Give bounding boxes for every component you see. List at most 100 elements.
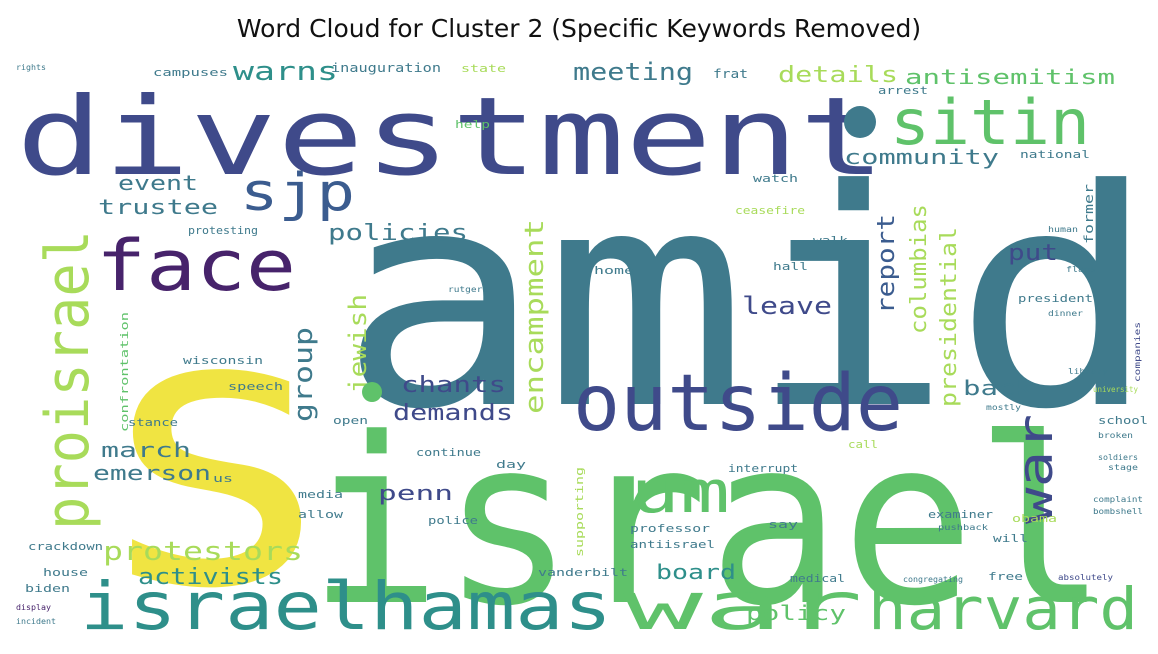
word-proisrael: proisrael (33, 230, 103, 530)
word-open: open (333, 414, 368, 427)
word-um: um (630, 458, 730, 526)
word-ceasefire: ceasefire (735, 204, 805, 217)
word-cloud: amid s israel divestment sitin outside i… (8, 52, 1150, 644)
word-amid: amid (338, 126, 1150, 475)
word-stance: stance (128, 416, 178, 429)
word-protestors: protestors (103, 537, 303, 567)
word-university: companies (1133, 322, 1142, 382)
word-human: human (1048, 225, 1078, 234)
word-free: free (988, 570, 1023, 583)
word-chants: chants (401, 373, 506, 398)
word-congregating: congregating (903, 575, 963, 584)
word-war-vertical: war (1008, 414, 1064, 524)
word-war-bottom: war (623, 568, 863, 644)
word-mostly: mostly (986, 403, 1021, 412)
word-emerson: emerson (93, 461, 211, 485)
word-home: home (594, 264, 634, 277)
word-walk: walk (813, 234, 848, 247)
word-help: help (455, 118, 490, 131)
word-policy: policy (746, 601, 846, 625)
word-antiisrael: antiisrael (630, 538, 715, 551)
word-absolutely: absolutely (1058, 573, 1113, 582)
word-president: president (1018, 292, 1093, 305)
word-community: community (844, 145, 999, 169)
word-companies: complaint (1093, 495, 1143, 504)
word-obama: obama (1012, 512, 1057, 525)
word-interrupt: interrupt (728, 462, 798, 475)
word-demands: demands (393, 401, 513, 426)
word-police: police (428, 514, 478, 527)
word-policies: policies (328, 221, 468, 246)
word-jewish: jewish (344, 294, 372, 394)
word-stage: stage (1108, 463, 1138, 472)
word-broken: broken (1098, 431, 1133, 440)
word-examiner: examiner (928, 508, 993, 521)
word-activists: activists (138, 565, 283, 590)
word-group: group (289, 327, 319, 422)
word-speech: speech (228, 380, 283, 393)
word-continue: continue (416, 446, 481, 459)
word-supporting: supporting (573, 467, 586, 557)
word-school: school (1098, 414, 1148, 427)
word-media: media (298, 488, 343, 501)
word-details: details (778, 63, 898, 88)
chart-title: Word Cloud for Cluster 2 (Specific Keywo… (236, 14, 922, 43)
word-soldiers: soldiers (1098, 453, 1138, 462)
word-report: report (872, 214, 900, 314)
dot-israel (362, 382, 382, 402)
word-crackdown: crackdown (28, 540, 103, 553)
word-put: put (1008, 241, 1058, 266)
word-former: former (1082, 184, 1096, 244)
word-cloud-canvas: amid s israel divestment sitin outside i… (16, 57, 1150, 644)
word-meeting: meeting (573, 58, 693, 86)
word-library: library (1068, 367, 1108, 376)
word-biden: biden (25, 582, 70, 595)
word-israel: israel (308, 390, 1108, 644)
word-face: face (96, 225, 296, 307)
word-rights: rights (16, 63, 46, 72)
word-campuses: campuses (153, 66, 228, 79)
word-allow: allow (298, 508, 343, 521)
word-wisconsin: wisconsin (183, 354, 263, 367)
word-event: event (118, 171, 198, 195)
word-will: will (993, 532, 1028, 545)
word-state: state (461, 62, 506, 75)
word-confrontation: confrontation (118, 312, 131, 432)
word-board: board (656, 560, 736, 584)
word-back: back (963, 376, 1033, 400)
dot-divestment (844, 106, 876, 138)
word-arrest: arrest (878, 84, 928, 97)
word-day: day (496, 458, 527, 471)
word-watch: watch (753, 172, 798, 185)
word-harvard: harvard (868, 575, 1138, 643)
word-israelhamas: israelhamas (80, 568, 612, 644)
word-inauguration: inauguration (331, 61, 441, 75)
word-complaint: bombshell (1093, 507, 1143, 516)
word-hall: hall (773, 260, 808, 273)
word-trustee: trustee (98, 195, 218, 219)
word-us: us (213, 472, 233, 485)
word-sitin: sitin (890, 86, 1090, 159)
word-divestment: divestment (16, 75, 886, 200)
word-presidential: presidential (937, 227, 962, 407)
word-encampment: encampment (520, 219, 550, 414)
word-flags: flags (1066, 265, 1096, 274)
word-warns: warns (233, 57, 338, 87)
word-rutgers: rutgers (448, 285, 488, 294)
word-dinner: dinner (1048, 309, 1083, 318)
word-frat: frat (713, 67, 748, 81)
word-house: house (43, 566, 88, 579)
word-antisemitism: antisemitism (905, 65, 1115, 89)
word-call: call (848, 438, 878, 451)
word-leave: leave (742, 292, 832, 320)
word-sjp: sjp (240, 163, 355, 223)
word-pushback: university (1093, 385, 1138, 394)
word-vanderbilt: vanderbilt (538, 566, 628, 579)
word-march: march (101, 438, 191, 462)
word-columbias: columbias (907, 204, 932, 334)
word-professor: professor (630, 522, 710, 535)
word-medical: medical (790, 572, 845, 585)
word-protesting: protesting (188, 224, 258, 237)
word-s: s (88, 229, 343, 644)
word-say: say (768, 518, 799, 531)
